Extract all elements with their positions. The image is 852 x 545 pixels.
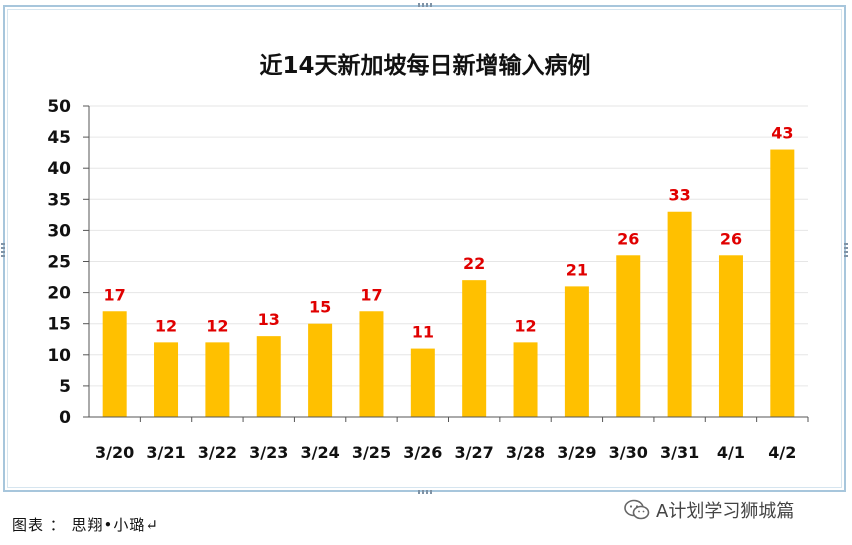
data-label: 12	[206, 316, 228, 335]
image-caption: 图表 ： 思翔•小璐↵	[12, 516, 159, 534]
bar-4-2	[770, 149, 795, 418]
bar-3-22	[205, 342, 230, 417]
x-tick-label: 3/25	[352, 443, 391, 462]
data-label: 12	[155, 316, 177, 335]
x-tick-label: 3/21	[146, 443, 185, 462]
y-tick-label: 30	[47, 221, 71, 241]
wechat-icon	[624, 499, 650, 520]
x-tick-label: 3/24	[300, 443, 339, 462]
bars	[102, 149, 795, 418]
data-label: 22	[463, 254, 485, 273]
bar-3-29	[564, 286, 589, 417]
watermark: A计划学习狮城篇	[624, 497, 794, 523]
y-tick-label: 40	[47, 159, 71, 179]
data-label: 17	[360, 285, 382, 304]
resize-handle-right[interactable]	[844, 243, 848, 257]
x-tick-label: 3/28	[506, 443, 545, 462]
x-tick-label: 4/2	[768, 443, 796, 462]
y-tick-label: 5	[59, 377, 71, 397]
data-label: 33	[668, 186, 690, 205]
bar-3-24	[308, 323, 333, 417]
data-labels: 17 12 12 13 15 17 11 22 12 21 26 33 26 43	[104, 124, 794, 342]
resize-handle-bottom[interactable]	[418, 490, 432, 494]
bar-3-20	[102, 311, 127, 417]
bar-3-21	[154, 342, 179, 417]
bar-3-27	[462, 280, 487, 417]
y-tick-label: 50	[47, 97, 71, 117]
y-tick-label: 0	[59, 408, 71, 428]
data-label: 43	[771, 124, 793, 143]
y-tick-label: 35	[47, 190, 71, 210]
data-label: 12	[514, 316, 536, 335]
x-tick-label: 3/26	[403, 443, 442, 462]
gridlines	[89, 105, 808, 387]
bar-4-1	[718, 255, 743, 417]
data-label: 21	[566, 260, 588, 279]
data-label: 11	[412, 323, 434, 342]
resize-handle-top[interactable]	[418, 3, 432, 7]
y-tick-label: 25	[47, 253, 71, 273]
axes: 0 5 10 15 20 25 30 35 40 45 50 3/20 3/21 3/22 3/23 3/24…	[47, 97, 809, 462]
data-label: 13	[258, 310, 280, 329]
bar-3-26	[410, 348, 435, 417]
x-tick-label: 3/29	[557, 443, 596, 462]
data-label: 26	[720, 229, 742, 248]
y-tick-label: 45	[47, 128, 71, 148]
x-tick-label: 3/27	[455, 443, 494, 462]
x-tick-label: 4/1	[717, 443, 745, 462]
x-tick-label: 3/23	[249, 443, 288, 462]
data-label: 26	[617, 229, 639, 248]
x-tick-label: 3/22	[198, 443, 237, 462]
bar-3-31	[667, 211, 692, 417]
bar-3-28	[513, 342, 538, 417]
data-label: 15	[309, 298, 331, 317]
y-tick-label: 15	[47, 315, 71, 335]
bar-3-25	[359, 311, 384, 417]
data-label: 17	[104, 285, 126, 304]
bar-3-23	[256, 336, 281, 417]
x-tick-label: 3/31	[660, 443, 699, 462]
watermark-text: A计划学习狮城篇	[656, 501, 795, 522]
bar-3-30	[616, 255, 641, 417]
y-tick-label: 10	[47, 346, 71, 366]
y-tick-label: 20	[47, 284, 71, 304]
chart-title: 近14天新加坡每日新增输入病例	[259, 52, 590, 79]
x-tick-label: 3/30	[609, 443, 648, 462]
x-tick-label: 3/20	[95, 443, 134, 462]
resize-handle-left[interactable]	[1, 243, 5, 257]
